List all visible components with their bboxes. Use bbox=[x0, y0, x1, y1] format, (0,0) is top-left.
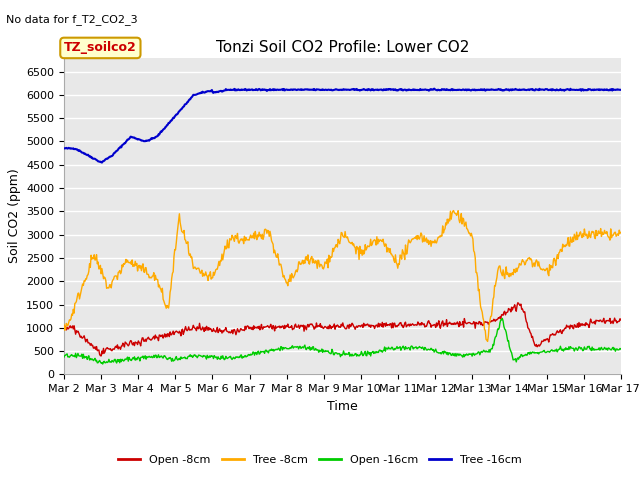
Text: TZ_soilco2: TZ_soilco2 bbox=[64, 41, 137, 54]
Legend: Open -8cm, Tree -8cm, Open -16cm, Tree -16cm: Open -8cm, Tree -8cm, Open -16cm, Tree -… bbox=[113, 451, 527, 469]
Title: Tonzi Soil CO2 Profile: Lower CO2: Tonzi Soil CO2 Profile: Lower CO2 bbox=[216, 40, 469, 55]
Y-axis label: Soil CO2 (ppm): Soil CO2 (ppm) bbox=[8, 168, 20, 264]
Text: No data for f_T2_CO2_3: No data for f_T2_CO2_3 bbox=[6, 14, 138, 25]
X-axis label: Time: Time bbox=[327, 400, 358, 413]
